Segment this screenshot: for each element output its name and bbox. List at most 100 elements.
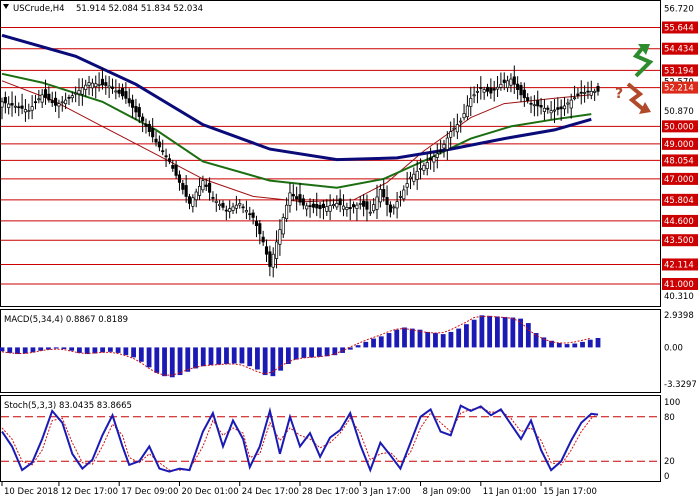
candle-body: [579, 91, 583, 94]
candle: [502, 72, 506, 91]
macd-bar: [595, 338, 601, 348]
macd-bar: [239, 347, 245, 364]
candle: [167, 153, 171, 165]
candle-body: [218, 203, 222, 207]
candle: [522, 82, 526, 107]
candle-body: [475, 90, 480, 93]
arrow-up-icon: [632, 44, 654, 78]
macd-bar: [316, 347, 322, 357]
candle: [579, 80, 583, 105]
candle-body: [536, 100, 540, 107]
macd-bar: [293, 347, 299, 360]
macd-bar: [177, 347, 183, 376]
candle-body: [489, 87, 493, 94]
candle: [415, 160, 419, 190]
price-badge: [662, 234, 698, 247]
price-tick: 47.000: [664, 175, 694, 185]
stoch-title: Stoch(5,3,3) 83.0435 83.8665: [4, 401, 132, 411]
candle: [164, 148, 168, 168]
candle: [398, 190, 402, 207]
macd-bar: [572, 343, 578, 348]
price-badge: [662, 64, 698, 77]
macd-title: MACD(5,34,4) 0.8867 0.8189: [4, 315, 128, 325]
candle-body: [415, 170, 419, 180]
candle-body: [57, 103, 61, 107]
macd-bar: [7, 347, 13, 353]
candle-body: [97, 83, 101, 86]
macd-bar: [262, 347, 268, 376]
candle: [395, 191, 399, 219]
macd-bar: [115, 347, 121, 353]
x-tick-label: 17 Dec 09:00: [121, 487, 178, 497]
candle: [392, 204, 396, 215]
candle-body: [335, 203, 339, 208]
macd-bar: [216, 347, 222, 365]
macd-bar: [138, 347, 144, 362]
candle: [124, 82, 128, 104]
macd-series: [0, 315, 601, 378]
price-badge: [662, 81, 698, 94]
moving-averages: [1, 33, 592, 203]
candle-body: [385, 197, 389, 205]
candle-body: [208, 182, 212, 193]
candle-body: [238, 203, 242, 206]
candle: [54, 91, 58, 113]
candle-body: [502, 79, 506, 83]
price-tick: 56.720: [664, 5, 694, 15]
candle-body: [241, 206, 245, 209]
candle-body: [174, 164, 178, 176]
candle-body: [177, 174, 182, 183]
candle: [593, 88, 597, 102]
candle-body: [589, 90, 593, 96]
candle: [338, 189, 342, 213]
candle: [17, 102, 21, 117]
candle-body: [131, 99, 135, 108]
macd-tick: 0.00: [664, 343, 683, 353]
candle: [70, 91, 74, 103]
candle: [47, 86, 51, 103]
price-tick: 49.000: [664, 140, 694, 150]
candle: [94, 75, 98, 99]
candle-body: [529, 102, 533, 105]
macd-bar: [185, 347, 191, 372]
macd-bar: [371, 338, 376, 348]
candle-body: [234, 204, 238, 209]
candle: [107, 76, 111, 99]
candle-body: [549, 110, 553, 114]
candle: [378, 184, 382, 208]
candle-body: [298, 194, 302, 203]
candle-body: [124, 91, 128, 99]
stoch-tick: 0: [664, 472, 669, 482]
candle: [328, 194, 332, 221]
ohlc-values: 51.914 52.084 51.834 52.034: [76, 4, 203, 14]
candle: [425, 154, 429, 176]
candle: [244, 200, 248, 220]
candle: [134, 98, 138, 120]
price-badge: [662, 172, 698, 185]
candle-body: [338, 198, 342, 206]
stoch-tick: 80: [664, 413, 675, 423]
candle: [429, 147, 433, 170]
candle: [362, 194, 366, 217]
candle-body: [378, 189, 382, 203]
candle-body: [398, 196, 402, 198]
macd-bar: [200, 347, 206, 367]
candle: [506, 75, 510, 92]
candle: [254, 215, 259, 238]
price-tick: 50.870: [664, 107, 694, 117]
candle: [402, 185, 406, 202]
macd-bar: [100, 347, 106, 353]
candle-body: [422, 165, 426, 171]
macd-bar: [394, 329, 400, 348]
candle-body: [519, 85, 523, 96]
candle: [258, 220, 262, 245]
candle: [161, 139, 165, 156]
candle-body: [100, 78, 104, 86]
candle: [586, 81, 590, 99]
macd-bar: [69, 347, 75, 351]
candle: [97, 72, 101, 92]
candle-body: [87, 82, 91, 86]
candle-body: [452, 127, 456, 130]
candle-body: [60, 101, 64, 104]
candle-body: [187, 196, 192, 204]
